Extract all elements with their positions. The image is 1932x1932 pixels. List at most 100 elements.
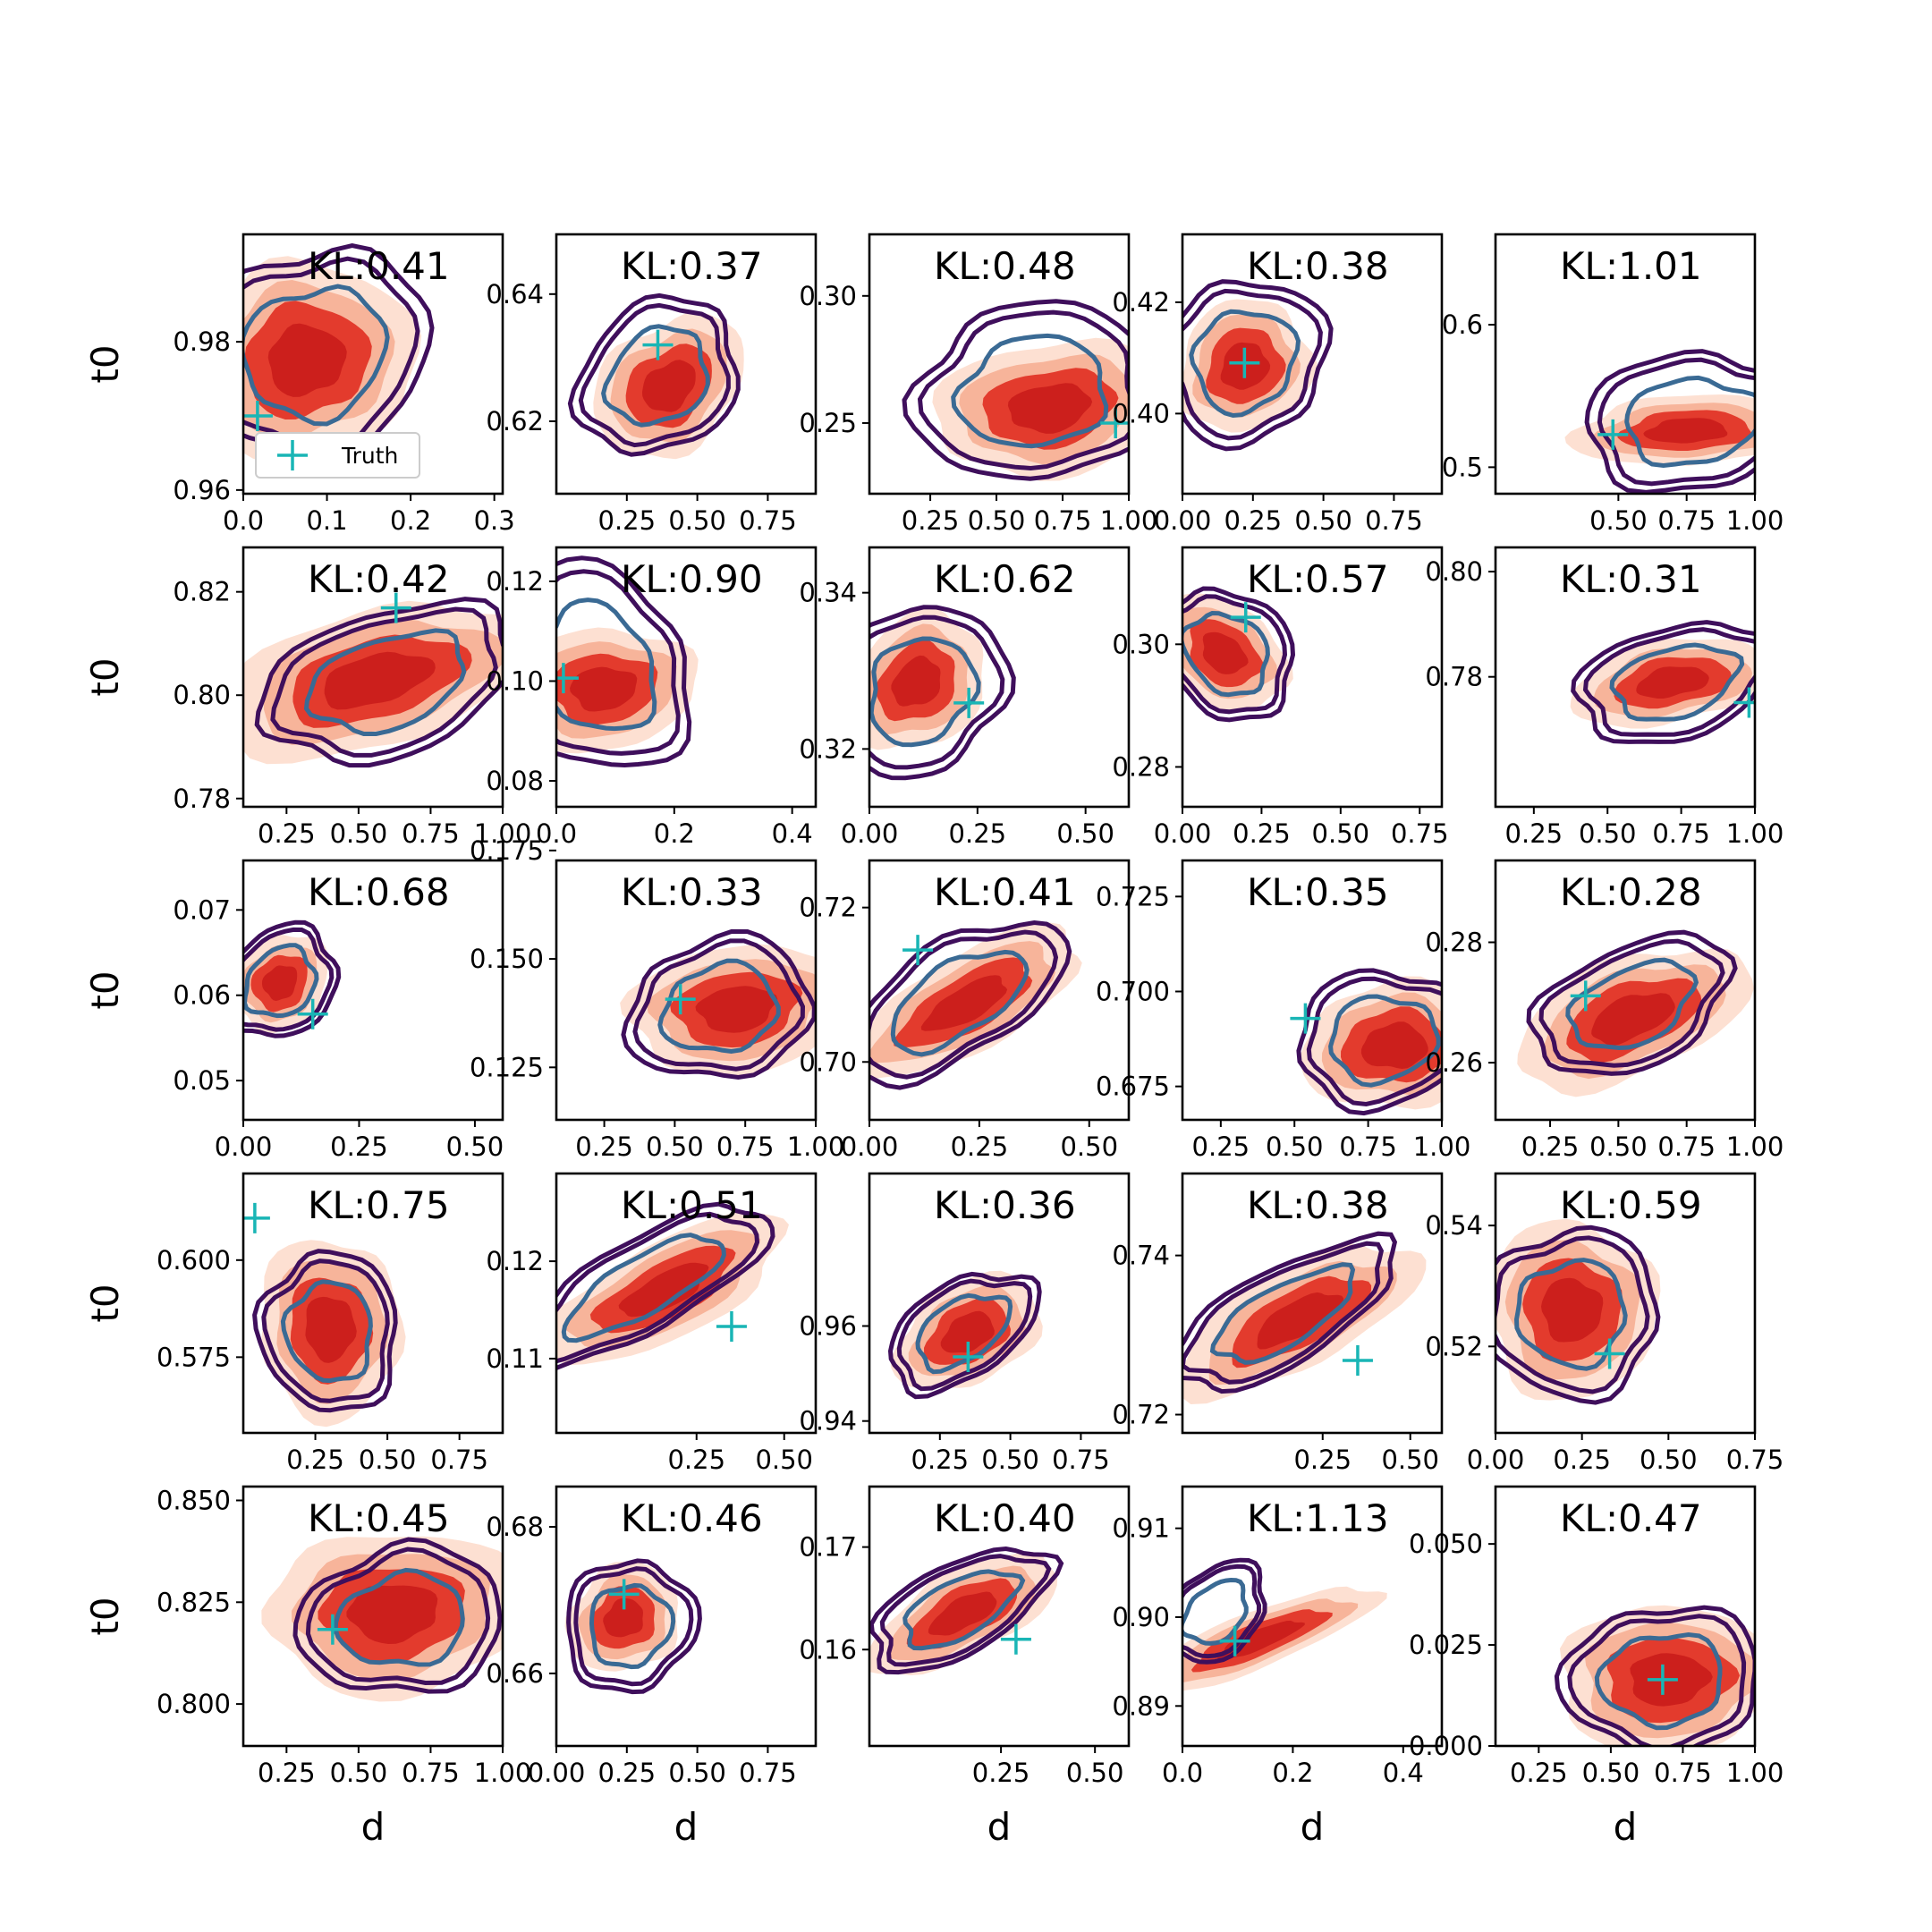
kde-fill-core [262,965,298,1001]
x-tick-label: 0.75 [1657,1131,1716,1162]
contour-middle [1182,288,1323,441]
truth-marker [1570,980,1601,1012]
kde-fill-core [920,975,1008,1031]
legend-label: Truth [341,443,398,469]
y-tick-label: 0.16 [799,1634,857,1665]
kl-annotation: KL:0.38 [1247,244,1389,288]
x-tick-label: 0.75 [1657,505,1716,536]
x-tick-label: 0.50 [981,1445,1039,1475]
y-tick-label: 0.600 [157,1245,231,1275]
x-tick-label: 0.25 [667,1445,725,1475]
kde-fill-core [618,1262,709,1318]
y-tick-label: 0.25 [799,408,857,438]
axes-frame [242,1485,504,1748]
panel-10: 0.25 0.50 0.75 1.00 0.78 0.80 KL:0.31 [1425,546,1784,849]
y-tick-label: 0.78 [173,784,231,814]
x-tick-label: 0.25 [1233,818,1291,849]
kl-annotation: KL:0.36 [934,1183,1076,1227]
panel-21: 0.25 0.50 0.75 1.00 0.800 0.825 0.850 KL:0.45 [157,1485,531,1788]
y-tick-label: 0.98 [173,326,231,357]
x-tick-label: 0.25 [258,1758,316,1788]
plot-area [1496,1218,1661,1405]
plot-area [564,1558,702,1695]
y-tick-label: 0.850 [157,1485,231,1515]
plot-area [1182,586,1296,723]
truth-marker [1219,1625,1250,1657]
axis-labels: t0 t0 t0 t0 t0 d d d d d [83,344,1637,1849]
y-tick-label: 0.050 [1409,1529,1483,1559]
panel-23: 0.25 0.50 0.16 0.17 KL:0.40 [799,1485,1131,1788]
x-tick-label: 0.50 [1582,1758,1640,1788]
y-tick-label: 0.10 [486,665,544,696]
legend: Truth [255,432,420,479]
contour-outer [566,1558,702,1695]
plot-area [1570,620,1755,744]
contour-middle [573,1566,694,1687]
x-tick-label: 0.50 [1381,1445,1439,1475]
contour-inner [915,1292,1013,1375]
x-tick-label: 1.00 [474,1758,532,1788]
truth-marker [716,1311,747,1343]
kde-fill-core [1591,993,1675,1046]
truth-marker [243,1202,270,1233]
axes-frame [868,859,1131,1122]
y-tick-label: 0.150 [470,944,544,974]
contour-outer [1182,1557,1267,1665]
truth-marker [1230,602,1261,633]
contour-middle [243,927,335,1032]
contour-outer [902,299,1129,481]
truth-marker [317,1614,348,1645]
x-tick-label: 0.25 [1192,1131,1250,1162]
kde-fill-core [695,986,778,1033]
kde-fill-core [1007,383,1093,434]
x-tick-label: 0.75 [739,505,797,536]
y-tick-label: 0.30 [799,281,857,311]
kde-fill-core [1360,1021,1428,1069]
kl-annotation: KL:0.41 [308,244,450,288]
axes-frame [868,1485,1131,1748]
plot-area [1290,968,1442,1116]
legend-truth-marker [277,440,308,470]
plot-area [869,1546,1064,1675]
contour-middle [1182,594,1288,715]
x-tick-label: 0.4 [772,818,813,849]
contour-middle [556,569,681,756]
contour-middle [556,1211,760,1364]
y-tick-label: 0.575 [157,1342,231,1372]
y-tick-label: 0.80 [1425,556,1483,587]
x-tick-label: 0.25 [911,1445,970,1475]
x-tick-label: 0.75 [402,1758,460,1788]
truth-marker [1594,1338,1625,1369]
y-tick-label: 0.6 [1442,309,1483,340]
x-tick-label: 0.50 [1066,1758,1124,1788]
x-tick-label: 0.75 [1365,505,1423,536]
plot-area [556,555,699,768]
y-tick-label: 0.68 [486,1512,544,1542]
y-tick-label: 0.30 [1112,629,1170,659]
contour-outer [621,928,816,1080]
y-axis-label: t0 [83,1597,127,1635]
x-tick-label: 0.25 [1505,818,1563,849]
contour-middle [243,256,420,456]
y-tick-label: 0.74 [1112,1241,1170,1271]
y-tick-label: 0.34 [799,578,857,608]
x-tick-label: 0.0 [223,505,264,536]
kde-fill-core [642,360,696,412]
kde-fill-core [1541,1277,1604,1343]
kde-fill-core [1636,666,1709,699]
x-tick-label: 0.50 [668,505,726,536]
kl-annotation: KL:0.38 [1247,1183,1389,1227]
x-tick-label: 0.50 [1589,505,1648,536]
y-tick-label: 0.82 [173,577,231,607]
x-tick-label: 0.1 [306,505,347,536]
y-axis-label: t0 [83,344,127,383]
contour-middle [917,309,1129,471]
y-tick-label: 0.89 [1112,1690,1170,1721]
panel-22: 0.00 0.25 0.50 0.75 0.66 0.68 KL:0.46 [486,1485,818,1788]
x-tick-label: 1.00 [1100,505,1158,536]
contour-outer [556,555,692,768]
kl-annotation: KL:0.59 [1560,1183,1702,1227]
axes-frame [242,1172,504,1435]
x-tick-label: 0.75 [1339,1131,1397,1162]
